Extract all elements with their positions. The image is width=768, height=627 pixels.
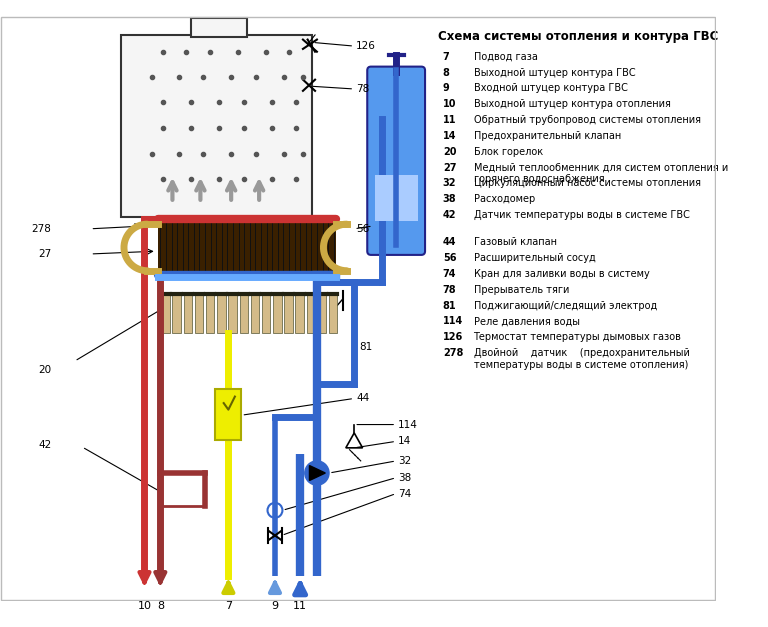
- Bar: [195, 294, 204, 333]
- Text: 81: 81: [359, 342, 372, 352]
- Text: 7: 7: [225, 601, 232, 611]
- Text: Кран для заливки воды в систему: Кран для заливки воды в систему: [474, 269, 649, 279]
- Text: Блок горелок: Блок горелок: [474, 147, 543, 157]
- Text: 126: 126: [356, 41, 376, 51]
- Text: Расширительный сосуд: Расширительный сосуд: [474, 253, 595, 263]
- Text: 14: 14: [443, 131, 456, 141]
- Text: 9: 9: [271, 601, 279, 611]
- Bar: [306, 294, 315, 333]
- Text: 20: 20: [38, 366, 51, 376]
- Text: 278: 278: [31, 224, 51, 234]
- Text: Выходной штуцер контура ГВС: Выходной штуцер контура ГВС: [474, 68, 635, 78]
- Text: Входной штуцер контура ГВС: Входной штуцер контура ГВС: [474, 83, 627, 93]
- Text: 44: 44: [356, 394, 369, 403]
- Polygon shape: [310, 466, 326, 480]
- Bar: [375, 175, 418, 221]
- Bar: [329, 294, 337, 333]
- FancyBboxPatch shape: [367, 66, 425, 255]
- Bar: [250, 294, 259, 333]
- Text: Обратный трубопровод системы отопления: Обратный трубопровод системы отопления: [474, 115, 700, 125]
- Text: Медный теплообменник для систем отопления и
горячего водоснабжения: Медный теплообменник для систем отоплени…: [474, 162, 728, 184]
- Text: 74: 74: [398, 488, 412, 498]
- Bar: [184, 294, 192, 333]
- Bar: [217, 294, 226, 333]
- Text: 38: 38: [443, 194, 456, 204]
- Text: 8: 8: [443, 68, 449, 78]
- Bar: [273, 294, 282, 333]
- Text: 32: 32: [443, 179, 456, 189]
- Text: 10: 10: [443, 99, 456, 109]
- Text: 27: 27: [38, 249, 51, 259]
- Text: 114: 114: [398, 419, 418, 429]
- Text: Датчик температуры воды в системе ГВС: Датчик температуры воды в системе ГВС: [474, 210, 690, 220]
- Text: 126: 126: [443, 332, 463, 342]
- Text: 11: 11: [293, 601, 307, 611]
- Text: Термостат температуры дымовых газов: Термостат температуры дымовых газов: [474, 332, 681, 342]
- Text: 10: 10: [137, 601, 151, 611]
- Text: 38: 38: [398, 473, 412, 483]
- Text: Прерыватель тяги: Прерыватель тяги: [474, 285, 569, 295]
- Bar: [206, 294, 214, 333]
- Text: Циркуляционный насос системы отопления: Циркуляционный насос системы отопления: [474, 179, 700, 189]
- Text: Реле давления воды: Реле давления воды: [474, 317, 580, 327]
- Text: 27: 27: [443, 162, 456, 172]
- Bar: [240, 294, 248, 333]
- Bar: [161, 294, 170, 333]
- Bar: [158, 219, 336, 275]
- Text: 20: 20: [443, 147, 456, 157]
- Bar: [318, 294, 326, 333]
- Text: 56: 56: [356, 224, 369, 234]
- Text: 11: 11: [443, 115, 456, 125]
- Text: 114: 114: [443, 317, 463, 327]
- Bar: [228, 294, 237, 333]
- Bar: [173, 294, 180, 333]
- Text: 56: 56: [443, 253, 456, 263]
- Bar: [215, 389, 241, 440]
- Text: 44: 44: [443, 237, 456, 247]
- Text: 74: 74: [443, 269, 456, 279]
- Text: 7: 7: [443, 51, 449, 61]
- Text: Подвод газа: Подвод газа: [474, 51, 538, 61]
- Bar: [262, 294, 270, 333]
- Bar: [296, 294, 304, 333]
- Text: 78: 78: [443, 285, 456, 295]
- Text: 278: 278: [443, 348, 463, 358]
- Text: Выходной штуцер контура отопления: Выходной штуцер контура отопления: [474, 99, 670, 109]
- Text: 32: 32: [398, 456, 412, 466]
- Text: 78: 78: [356, 84, 369, 94]
- Bar: [284, 294, 293, 333]
- Text: 9: 9: [443, 83, 449, 93]
- Bar: [191, 18, 247, 37]
- Text: Поджигающий/следящий электрод: Поджигающий/следящий электрод: [474, 300, 657, 310]
- Text: Газовый клапан: Газовый клапан: [474, 237, 557, 247]
- Circle shape: [305, 461, 329, 485]
- Text: Расходомер: Расходомер: [474, 194, 535, 204]
- Text: 42: 42: [443, 210, 456, 220]
- Text: 14: 14: [398, 436, 412, 446]
- Text: 81: 81: [443, 300, 456, 310]
- Text: 42: 42: [38, 440, 51, 450]
- Bar: [121, 35, 313, 217]
- Text: Предохранительный клапан: Предохранительный клапан: [474, 131, 621, 141]
- Text: Двойной    датчик    (предохранительный
температуры воды в системе отопления): Двойной датчик (предохранительный темпер…: [474, 348, 690, 370]
- Text: Схема системы отопления и контура ГВС: Схема системы отопления и контура ГВС: [438, 30, 719, 43]
- Text: 8: 8: [157, 601, 164, 611]
